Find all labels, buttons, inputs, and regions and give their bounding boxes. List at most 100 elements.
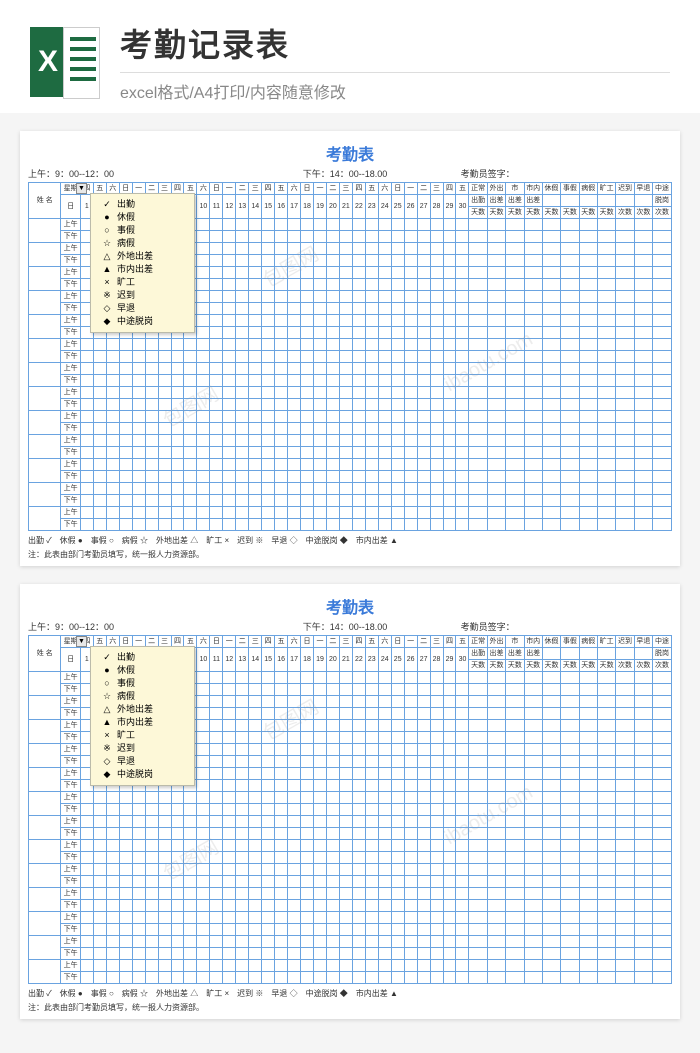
name-cell[interactable] bbox=[29, 912, 61, 936]
day-mark-cell[interactable] bbox=[352, 780, 365, 792]
day-mark-cell[interactable] bbox=[288, 255, 301, 267]
day-mark-cell[interactable] bbox=[119, 411, 132, 423]
day-mark-cell[interactable] bbox=[288, 423, 301, 435]
day-mark-cell[interactable] bbox=[145, 387, 158, 399]
day-mark-cell[interactable] bbox=[417, 792, 430, 804]
day-mark-cell[interactable] bbox=[158, 936, 171, 948]
day-mark-cell[interactable] bbox=[158, 507, 171, 519]
day-mark-cell[interactable] bbox=[314, 339, 327, 351]
day-mark-cell[interactable] bbox=[339, 351, 352, 363]
day-mark-cell[interactable] bbox=[197, 411, 210, 423]
day-mark-cell[interactable] bbox=[301, 684, 314, 696]
day-mark-cell[interactable] bbox=[171, 339, 184, 351]
day-mark-cell[interactable] bbox=[378, 924, 391, 936]
day-mark-cell[interactable] bbox=[262, 351, 275, 363]
day-mark-cell[interactable] bbox=[365, 327, 378, 339]
day-mark-cell[interactable] bbox=[378, 375, 391, 387]
day-mark-cell[interactable] bbox=[443, 423, 456, 435]
day-mark-cell[interactable] bbox=[197, 924, 210, 936]
day-mark-cell[interactable] bbox=[80, 852, 93, 864]
day-mark-cell[interactable] bbox=[223, 231, 236, 243]
day-mark-cell[interactable] bbox=[352, 267, 365, 279]
day-mark-cell[interactable] bbox=[210, 339, 223, 351]
day-mark-cell[interactable] bbox=[378, 864, 391, 876]
day-mark-cell[interactable] bbox=[171, 495, 184, 507]
day-mark-cell[interactable] bbox=[365, 900, 378, 912]
day-mark-cell[interactable] bbox=[404, 303, 417, 315]
day-mark-cell[interactable] bbox=[378, 852, 391, 864]
day-mark-cell[interactable] bbox=[184, 435, 197, 447]
day-mark-cell[interactable] bbox=[352, 936, 365, 948]
day-mark-cell[interactable] bbox=[223, 828, 236, 840]
day-mark-cell[interactable] bbox=[119, 792, 132, 804]
day-mark-cell[interactable] bbox=[210, 852, 223, 864]
day-mark-cell[interactable] bbox=[352, 840, 365, 852]
day-mark-cell[interactable] bbox=[391, 339, 404, 351]
day-mark-cell[interactable] bbox=[456, 900, 469, 912]
day-mark-cell[interactable] bbox=[456, 231, 469, 243]
day-mark-cell[interactable] bbox=[262, 315, 275, 327]
day-mark-cell[interactable] bbox=[223, 852, 236, 864]
day-mark-cell[interactable] bbox=[197, 756, 210, 768]
day-mark-cell[interactable] bbox=[352, 948, 365, 960]
day-mark-cell[interactable] bbox=[262, 816, 275, 828]
day-mark-cell[interactable] bbox=[223, 756, 236, 768]
day-mark-cell[interactable] bbox=[352, 876, 365, 888]
day-mark-cell[interactable] bbox=[326, 255, 339, 267]
day-mark-cell[interactable] bbox=[184, 828, 197, 840]
day-mark-cell[interactable] bbox=[236, 519, 249, 531]
day-mark-cell[interactable] bbox=[197, 852, 210, 864]
day-mark-cell[interactable] bbox=[249, 243, 262, 255]
day-mark-cell[interactable] bbox=[106, 900, 119, 912]
day-mark-cell[interactable] bbox=[301, 243, 314, 255]
day-mark-cell[interactable] bbox=[365, 423, 378, 435]
day-mark-cell[interactable] bbox=[456, 780, 469, 792]
day-mark-cell[interactable] bbox=[417, 840, 430, 852]
day-mark-cell[interactable] bbox=[391, 255, 404, 267]
day-mark-cell[interactable] bbox=[275, 519, 288, 531]
day-mark-cell[interactable] bbox=[145, 900, 158, 912]
day-mark-cell[interactable] bbox=[223, 888, 236, 900]
day-mark-cell[interactable] bbox=[352, 459, 365, 471]
day-mark-cell[interactable] bbox=[275, 375, 288, 387]
day-mark-cell[interactable] bbox=[391, 888, 404, 900]
day-mark-cell[interactable] bbox=[314, 483, 327, 495]
day-mark-cell[interactable] bbox=[236, 672, 249, 684]
day-mark-cell[interactable] bbox=[417, 399, 430, 411]
day-mark-cell[interactable] bbox=[365, 708, 378, 720]
day-mark-cell[interactable] bbox=[249, 828, 262, 840]
day-mark-cell[interactable] bbox=[314, 459, 327, 471]
day-mark-cell[interactable] bbox=[262, 411, 275, 423]
day-mark-cell[interactable] bbox=[314, 732, 327, 744]
name-cell[interactable] bbox=[29, 339, 61, 363]
day-mark-cell[interactable] bbox=[236, 423, 249, 435]
day-mark-cell[interactable] bbox=[314, 387, 327, 399]
day-mark-cell[interactable] bbox=[443, 411, 456, 423]
day-mark-cell[interactable] bbox=[249, 219, 262, 231]
day-mark-cell[interactable] bbox=[158, 483, 171, 495]
day-mark-cell[interactable] bbox=[404, 780, 417, 792]
day-mark-cell[interactable] bbox=[210, 696, 223, 708]
day-mark-cell[interactable] bbox=[119, 972, 132, 984]
day-mark-cell[interactable] bbox=[430, 411, 443, 423]
day-mark-cell[interactable] bbox=[326, 960, 339, 972]
day-mark-cell[interactable] bbox=[443, 351, 456, 363]
day-mark-cell[interactable] bbox=[210, 708, 223, 720]
day-mark-cell[interactable] bbox=[326, 780, 339, 792]
day-mark-cell[interactable] bbox=[404, 279, 417, 291]
day-mark-cell[interactable] bbox=[301, 792, 314, 804]
day-mark-cell[interactable] bbox=[404, 936, 417, 948]
day-mark-cell[interactable] bbox=[301, 708, 314, 720]
day-mark-cell[interactable] bbox=[326, 399, 339, 411]
day-mark-cell[interactable] bbox=[288, 696, 301, 708]
day-mark-cell[interactable] bbox=[145, 948, 158, 960]
day-mark-cell[interactable] bbox=[93, 804, 106, 816]
day-mark-cell[interactable] bbox=[443, 303, 456, 315]
day-mark-cell[interactable] bbox=[197, 459, 210, 471]
day-mark-cell[interactable] bbox=[158, 495, 171, 507]
day-mark-cell[interactable] bbox=[223, 912, 236, 924]
day-mark-cell[interactable] bbox=[391, 708, 404, 720]
day-mark-cell[interactable] bbox=[262, 291, 275, 303]
day-mark-cell[interactable] bbox=[262, 804, 275, 816]
day-mark-cell[interactable] bbox=[365, 804, 378, 816]
